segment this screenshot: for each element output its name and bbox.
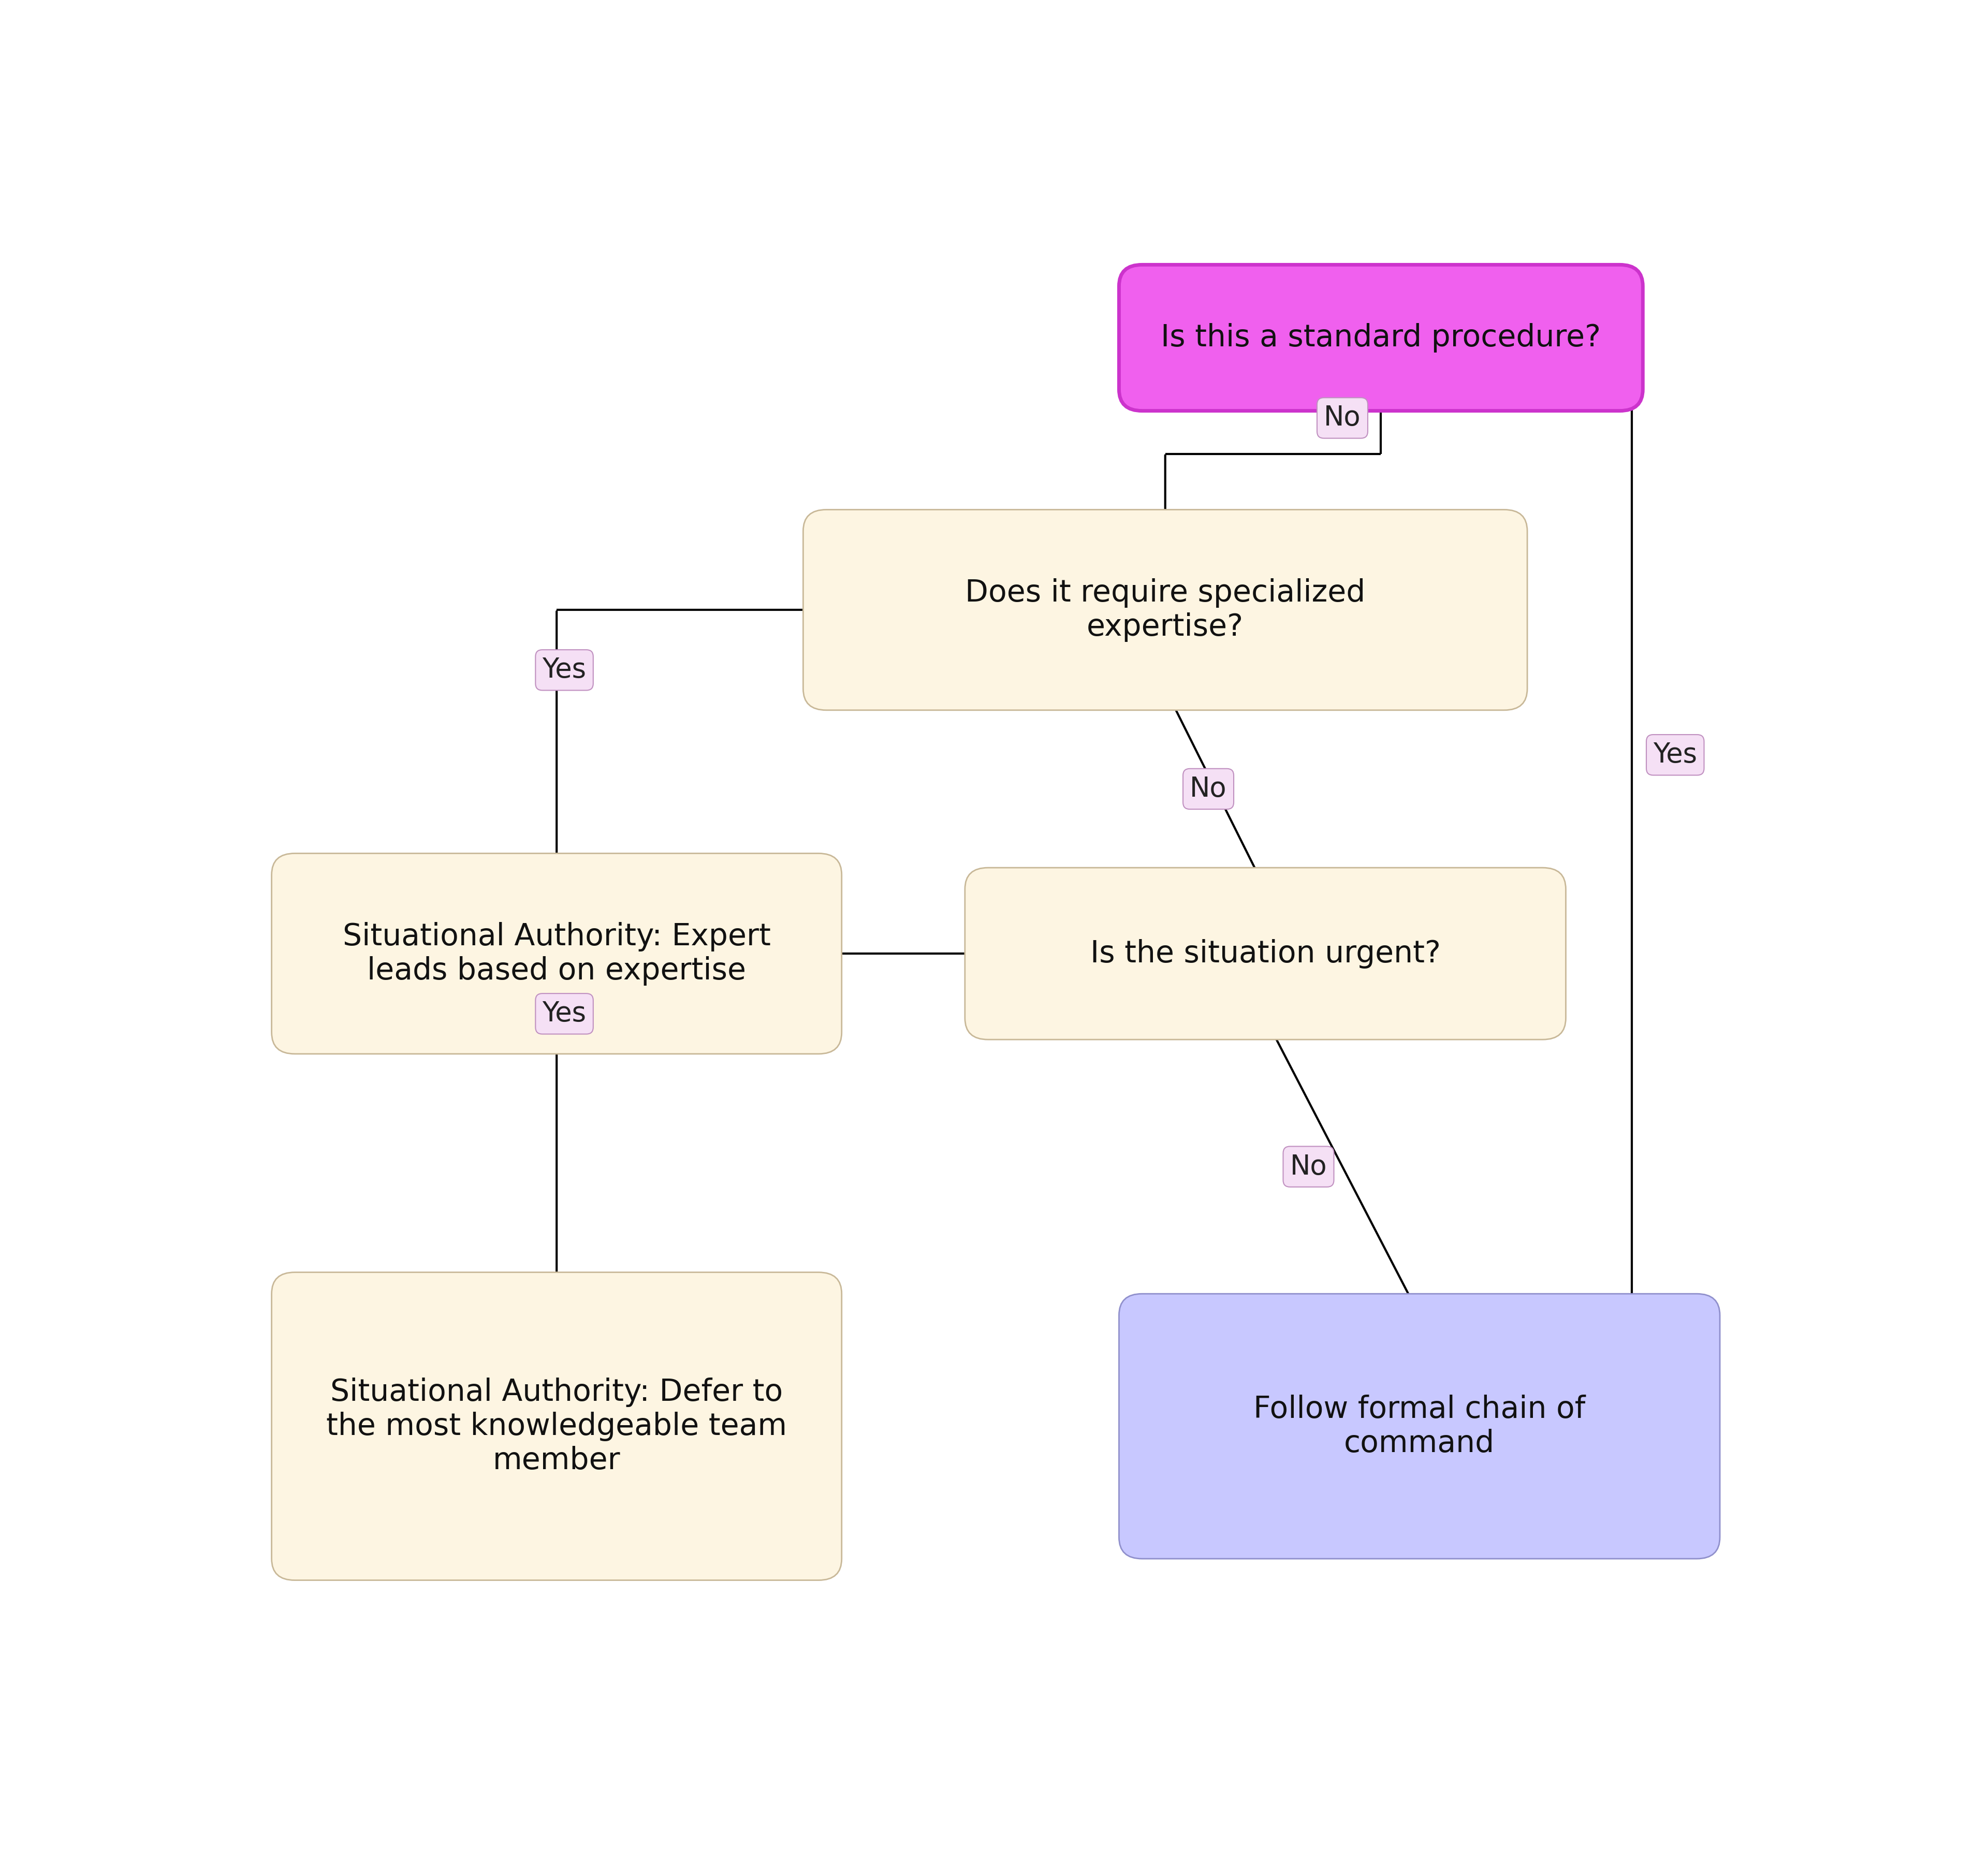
Text: Is this a standard procedure?: Is this a standard procedure? — [1161, 324, 1600, 353]
FancyBboxPatch shape — [272, 854, 841, 1055]
Text: Follow formal chain of
command: Follow formal chain of command — [1252, 1395, 1586, 1458]
FancyBboxPatch shape — [1119, 264, 1642, 411]
Text: Situational Authority: Defer to
the most knowledgeable team
member: Situational Authority: Defer to the most… — [326, 1376, 787, 1475]
Text: Yes: Yes — [543, 1001, 586, 1027]
Text: Is the situation urgent?: Is the situation urgent? — [1089, 939, 1441, 969]
FancyBboxPatch shape — [964, 867, 1567, 1040]
Text: No: No — [1189, 776, 1227, 802]
Text: Situational Authority: Expert
leads based on expertise: Situational Authority: Expert leads base… — [342, 923, 771, 986]
FancyBboxPatch shape — [803, 510, 1527, 711]
Text: No: No — [1290, 1153, 1328, 1179]
Text: Yes: Yes — [1654, 742, 1698, 768]
Text: Yes: Yes — [543, 657, 586, 683]
FancyBboxPatch shape — [1119, 1295, 1720, 1559]
Text: No: No — [1324, 404, 1362, 432]
FancyBboxPatch shape — [272, 1272, 841, 1581]
Text: Does it require specialized
expertise?: Does it require specialized expertise? — [964, 578, 1366, 642]
